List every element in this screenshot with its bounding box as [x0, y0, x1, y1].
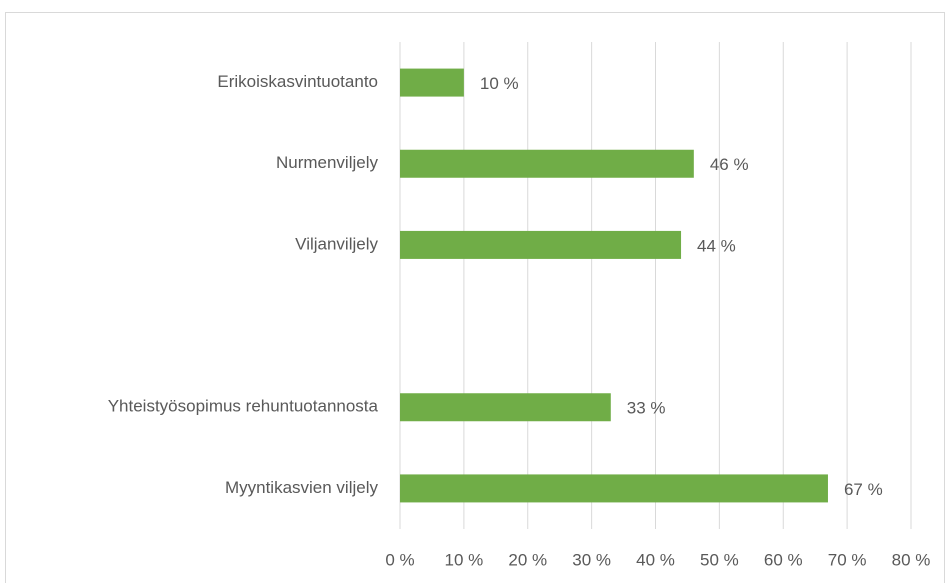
bar	[400, 393, 611, 422]
x-tick-label: 10 %	[445, 550, 484, 569]
x-tick-label: 20 %	[508, 550, 547, 569]
bar	[400, 68, 464, 97]
y-tick-label: Yhteistyösopimus rehuntuotannosta	[108, 397, 379, 416]
x-tick-label: 50 %	[700, 550, 739, 569]
x-tick-label: 70 %	[828, 550, 867, 569]
data-label: 10 %	[480, 74, 519, 93]
y-tick-label: Viljanviljely	[295, 234, 378, 253]
x-tick-label: 30 %	[572, 550, 611, 569]
bar	[400, 474, 828, 503]
y-tick-label: Myyntikasvien viljely	[225, 478, 379, 497]
data-label: 33 %	[627, 399, 666, 418]
x-tick-label: 60 %	[764, 550, 803, 569]
x-tick-label: 40 %	[636, 550, 675, 569]
bar	[400, 230, 682, 259]
y-tick-label: Nurmenviljely	[276, 153, 379, 172]
bar	[400, 149, 694, 178]
data-label: 46 %	[710, 155, 749, 174]
data-label: 44 %	[697, 236, 736, 255]
data-label: 67 %	[844, 480, 883, 499]
y-tick-label: Erikoiskasvintuotanto	[217, 72, 378, 91]
x-tick-label: 0 %	[385, 550, 414, 569]
x-tick-label: 80 %	[892, 550, 931, 569]
